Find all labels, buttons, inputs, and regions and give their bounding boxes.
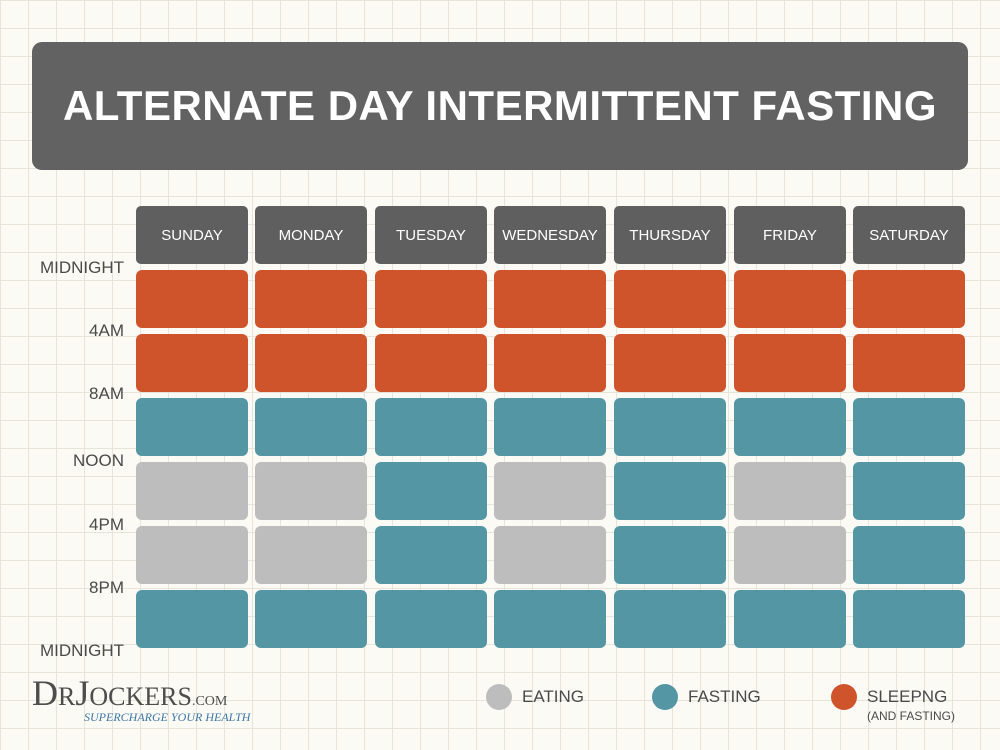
legend-dot-sleeping (831, 684, 857, 710)
day-header-friday: FRIDAY (734, 206, 846, 264)
schedule-cell-fasting (494, 398, 606, 456)
schedule-cell-sleeping (136, 334, 248, 392)
schedule-cell-eating (494, 526, 606, 584)
schedule-cell-sleeping (734, 270, 846, 328)
day-header-thursday: THURSDAY (614, 206, 726, 264)
title-banner: ALTERNATE DAY INTERMITTENT FASTING (32, 42, 968, 170)
logo-wordmark: DRJOCKERS.COM (32, 673, 228, 713)
schedule-cell-fasting (614, 526, 726, 584)
legend-label: FASTING (688, 687, 761, 706)
schedule-cell-sleeping (255, 270, 367, 328)
schedule-cell-fasting (375, 462, 487, 520)
schedule-cell-fasting (614, 462, 726, 520)
day-header-wednesday: WEDNESDAY (494, 206, 606, 264)
schedule-cell-eating (255, 462, 367, 520)
logo-tagline: SUPERCHARGE YOUR HEALTH (84, 710, 251, 724)
legend-label: SLEEPNG (867, 687, 948, 706)
schedule-cell-sleeping (734, 334, 846, 392)
time-label: 8AM (89, 384, 124, 403)
schedule-cell-fasting (614, 398, 726, 456)
time-label: 4PM (89, 515, 124, 534)
schedule-cell-fasting (853, 398, 965, 456)
schedule-cell-sleeping (853, 334, 965, 392)
schedule-cell-fasting (255, 590, 367, 648)
day-header-sunday: SUNDAY (136, 206, 248, 264)
day-header-saturday: SATURDAY (853, 206, 965, 264)
schedule-cell-sleeping (136, 270, 248, 328)
schedule-cell-sleeping (375, 334, 487, 392)
schedule-cell-sleeping (853, 270, 965, 328)
schedule-cell-sleeping (375, 270, 487, 328)
legend-label: EATING (522, 687, 585, 706)
schedule-cell-sleeping (614, 270, 726, 328)
schedule-cell-fasting (494, 590, 606, 648)
schedule-cell-sleeping (494, 334, 606, 392)
time-label: 8PM (89, 578, 124, 597)
schedule-cell-fasting (375, 590, 487, 648)
schedule-cell-fasting (853, 526, 965, 584)
day-header-tuesday: TUESDAY (375, 206, 487, 264)
schedule-cell-eating (136, 526, 248, 584)
schedule-cell-fasting (734, 398, 846, 456)
schedule-cell-fasting (853, 590, 965, 648)
schedule-cell-fasting (255, 398, 367, 456)
legend-dot-eating (486, 684, 512, 710)
schedule-cell-fasting (136, 590, 248, 648)
time-label: MIDNIGHT (39, 258, 124, 277)
time-label: MIDNIGHT (39, 641, 124, 660)
schedule-cell-eating (734, 526, 846, 584)
schedule-cell-fasting (375, 398, 487, 456)
schedule-cell-eating (734, 462, 846, 520)
schedule-cell-fasting (853, 462, 965, 520)
schedule-cell-eating (494, 462, 606, 520)
schedule-cell-fasting (734, 590, 846, 648)
schedule-cell-fasting (136, 398, 248, 456)
schedule-cell-eating (136, 462, 248, 520)
schedule-cell-sleeping (494, 270, 606, 328)
schedule-cell-sleeping (255, 334, 367, 392)
schedule-cell-sleeping (614, 334, 726, 392)
schedule-cell-fasting (375, 526, 487, 584)
drjockers-logo: DRJOCKERS.COM SUPERCHARGE YOUR HEALTH (32, 673, 252, 726)
legend-sublabel: (AND FASTING) (867, 709, 956, 723)
page-title: ALTERNATE DAY INTERMITTENT FASTING (62, 82, 938, 129)
time-label: 4AM (89, 321, 124, 340)
time-label: NOON (73, 451, 124, 470)
schedule-cell-eating (255, 526, 367, 584)
schedule-cell-fasting (614, 590, 726, 648)
day-header-monday: MONDAY (255, 206, 367, 264)
legend-dot-fasting (652, 684, 678, 710)
